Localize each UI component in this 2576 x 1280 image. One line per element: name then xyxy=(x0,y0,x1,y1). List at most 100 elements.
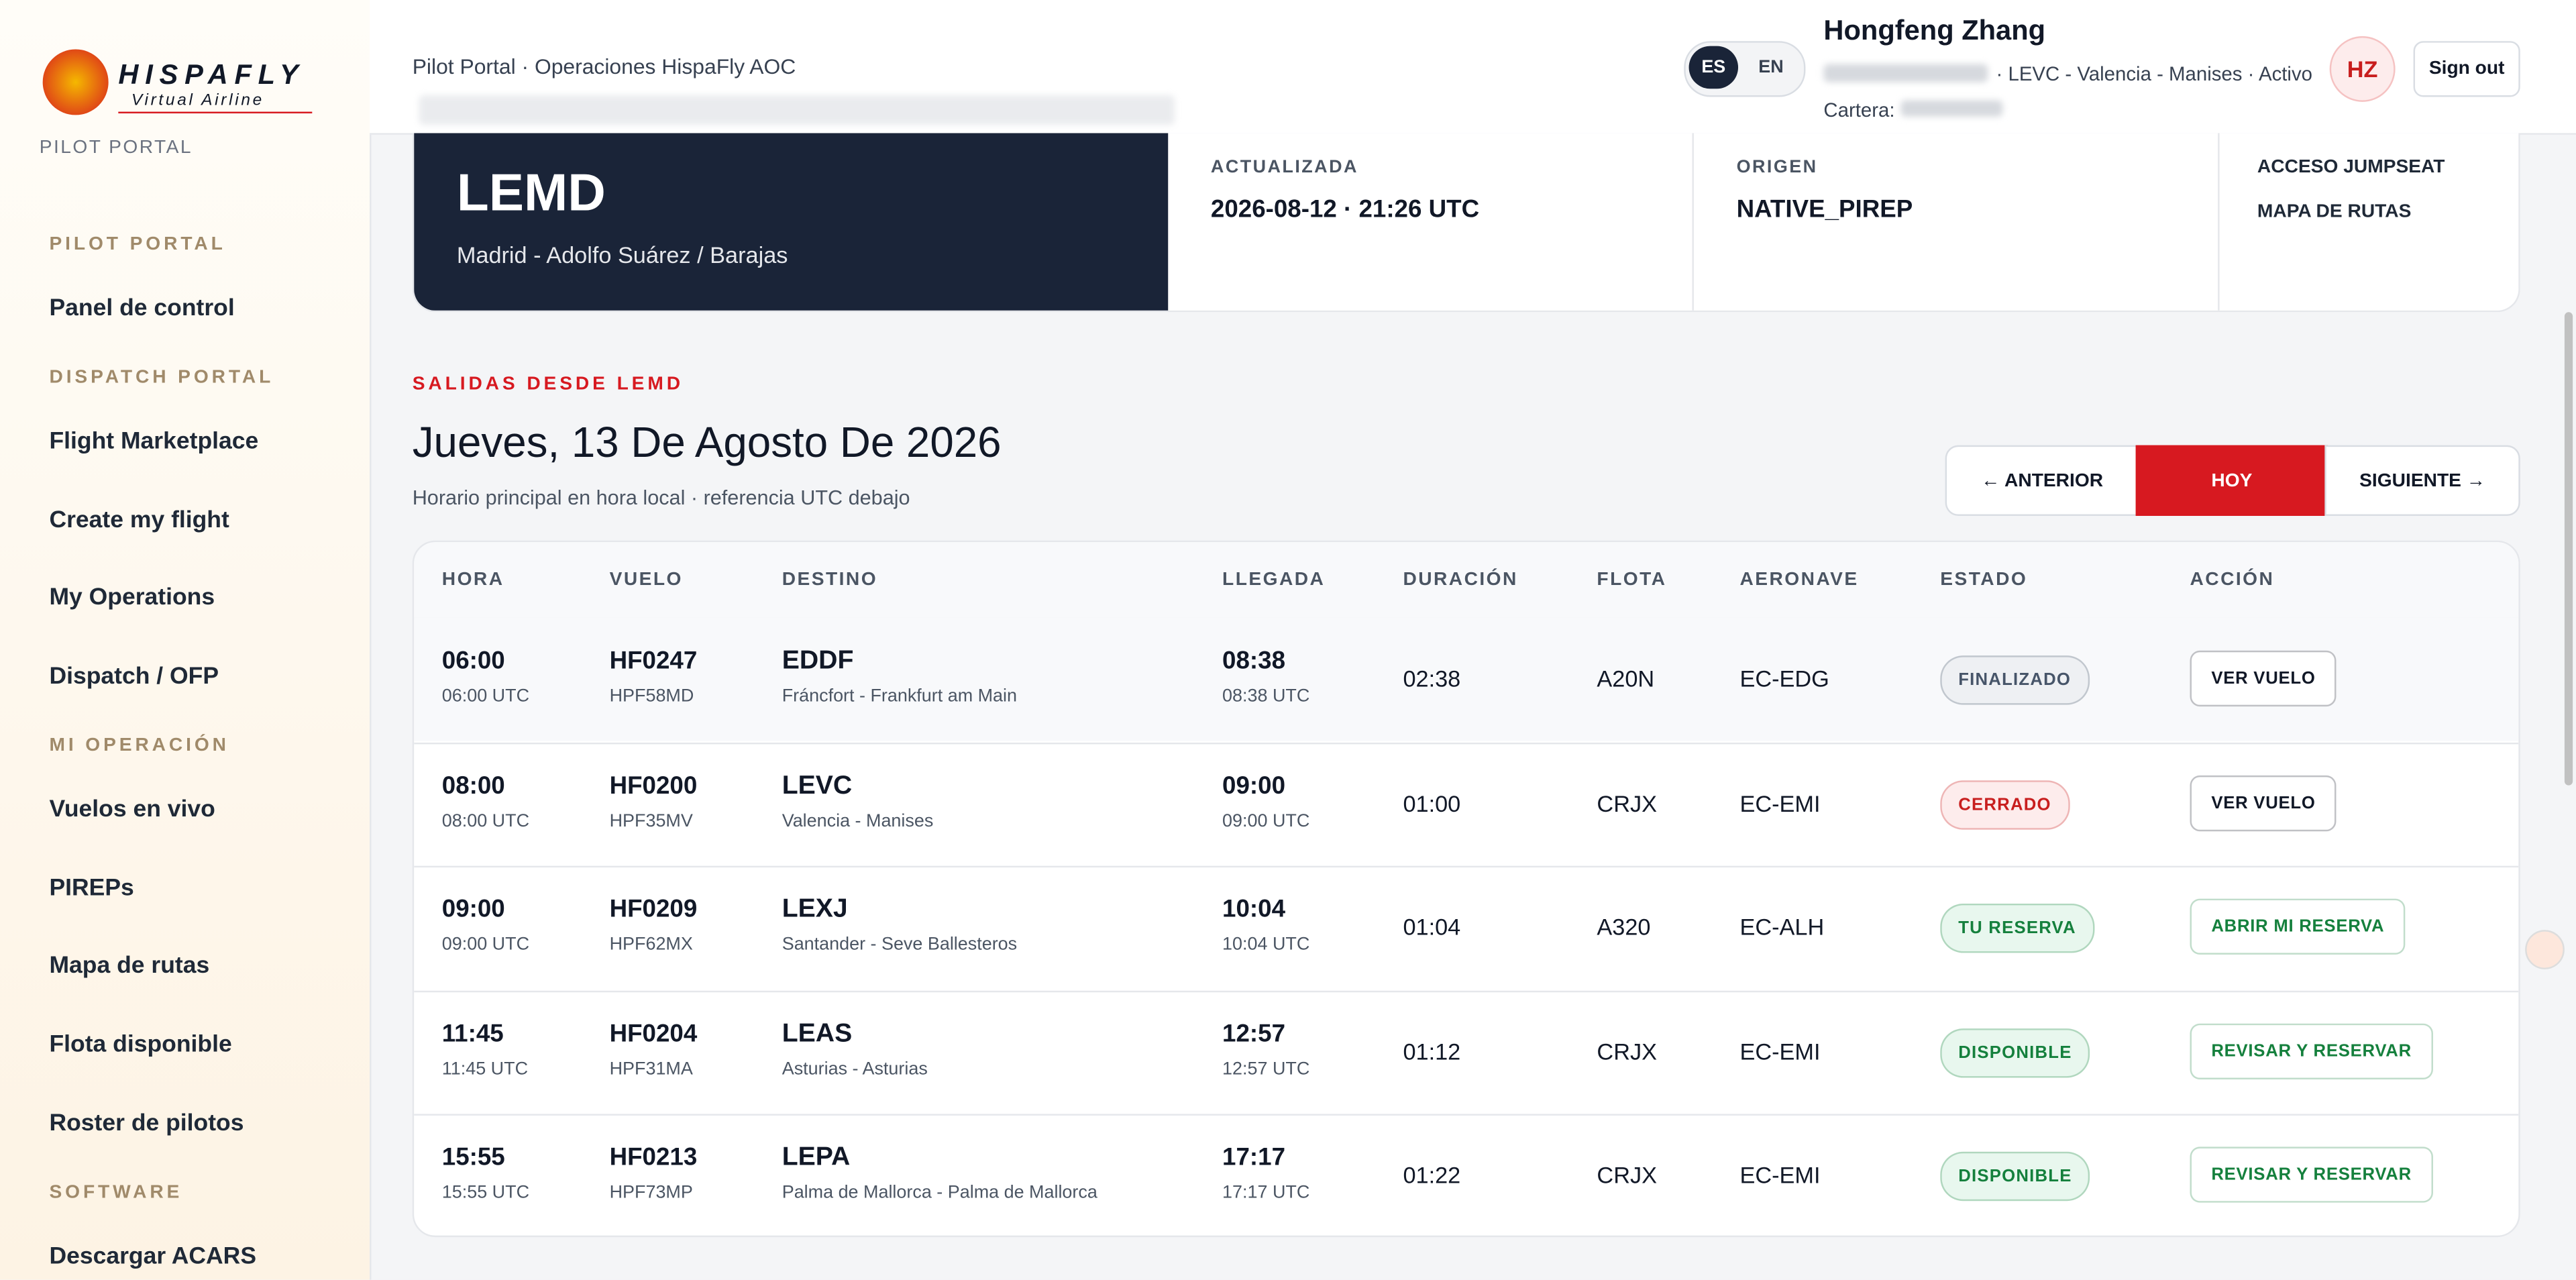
status-badge: CERRADO xyxy=(1940,780,2070,829)
destination-name: Asturias - Asturias xyxy=(782,1059,928,1079)
section-title: Jueves, 13 De Agosto De 2026 xyxy=(412,417,1002,467)
duration: 01:04 xyxy=(1403,913,1461,940)
stat-value: 2026-08-12 · 21:26 UTC xyxy=(1210,195,1480,224)
logo xyxy=(42,49,109,115)
column-header: AERONAVE xyxy=(1739,570,1859,590)
flights-table: HORA VUELO DESTINO LLEGADA DURACIÓN FLOTA AERO… xyxy=(412,540,2520,1238)
departure-utc: 15:55 UTC xyxy=(441,1183,530,1203)
nav-item[interactable]: Flota disponible xyxy=(49,1031,232,1059)
status-badge: DISPONIBLE xyxy=(1940,1027,2090,1077)
departure-utc: 09:00 UTC xyxy=(441,935,530,955)
nav-item[interactable]: Create my flight xyxy=(49,507,229,534)
avatar[interactable]: HZ xyxy=(2329,36,2396,102)
row-divider xyxy=(414,1114,2519,1116)
departure-time: 15:55 xyxy=(441,1143,505,1172)
column-header: ACCIÓN xyxy=(2190,570,2275,590)
arrival-utc: 09:00 UTC xyxy=(1222,810,1310,831)
airport-code: LEMD xyxy=(456,162,606,222)
aircraft: EC-EMI xyxy=(1739,1037,1821,1064)
airport-name: Madrid - Adolfo Suárez / Barajas xyxy=(456,242,788,268)
lang-es[interactable]: ES xyxy=(1688,46,1739,89)
aircraft: EC-EMI xyxy=(1739,789,1821,816)
destination-code: LEPA xyxy=(782,1143,851,1172)
flight-number: HF0200 xyxy=(609,771,698,800)
nav-item[interactable]: Vuelos en vivo xyxy=(49,796,215,823)
airport-card: LEMD Madrid - Adolfo Suárez / Barajas AC… xyxy=(412,133,2520,313)
row-divider xyxy=(414,865,2519,868)
action-button[interactable]: REVISAR Y RESERVAR xyxy=(2190,1146,2433,1203)
callsign: HPF73MP xyxy=(609,1183,693,1203)
stat-value: NATIVE_PIREP xyxy=(1736,195,1913,224)
status-badge: TU RESERVA xyxy=(1940,903,2094,953)
destination-name: Fráncfort - Frankfurt am Main xyxy=(782,686,1018,707)
nav-section: PILOT PORTAL xyxy=(49,235,226,255)
destination-name: Valencia - Manises xyxy=(782,810,934,831)
lang-en[interactable]: EN xyxy=(1758,57,1784,78)
callsign: HPF31MA xyxy=(609,1059,693,1079)
arrival-time: 09:00 xyxy=(1222,771,1286,800)
action-button[interactable]: VER VUELO xyxy=(2190,650,2337,707)
sign-out[interactable]: Sign out xyxy=(2413,41,2520,97)
nav-section: SOFTWARE xyxy=(49,1183,183,1203)
destination-name: Palma de Mallorca - Palma de Mallorca xyxy=(782,1183,1097,1203)
arrival-time: 08:38 xyxy=(1222,647,1286,676)
callsign: HPF35MV xyxy=(609,810,693,831)
column-header: ESTADO xyxy=(1940,570,2028,590)
kicker: SALIDAS DESDE LEMD xyxy=(412,374,684,394)
status-badge: DISPONIBLE xyxy=(1940,1151,2090,1202)
breadcrumb: Pilot Portal · Operaciones HispaFly AOC xyxy=(412,54,796,79)
column-header: VUELO xyxy=(609,570,683,590)
brand-name: HISPAFLY xyxy=(118,59,305,91)
nav-item[interactable]: Panel de control xyxy=(49,295,235,323)
wallet: Cartera: xyxy=(1823,98,1895,122)
arrival-utc: 08:38 UTC xyxy=(1222,686,1310,707)
user-info: · LEVC - Valencia - Manises · Activo xyxy=(1996,62,2313,86)
arrival-utc: 17:17 UTC xyxy=(1222,1183,1310,1203)
departure-time: 08:00 xyxy=(441,771,505,800)
row-bg xyxy=(414,617,2519,741)
nav-item[interactable]: PIREPs xyxy=(49,875,134,902)
action-button[interactable]: ABRIR MI RESERVA xyxy=(2190,898,2406,955)
column-header: HORA xyxy=(441,570,504,590)
nav-item[interactable]: Roster de pilotos xyxy=(49,1110,244,1137)
column-header: LLEGADA xyxy=(1222,570,1326,590)
nav-section: DISPATCH PORTAL xyxy=(49,368,274,388)
arrival-utc: 12:57 UTC xyxy=(1222,1059,1310,1079)
fleet: A20N xyxy=(1597,665,1655,692)
nav-section: MI OPERACIÓN xyxy=(49,736,229,756)
nav-item[interactable]: My Operations xyxy=(49,584,215,612)
arrival-time: 10:04 xyxy=(1222,895,1286,924)
fleet: CRJX xyxy=(1597,789,1657,816)
column-header: DESTINO xyxy=(782,570,878,590)
departure-time: 06:00 xyxy=(441,647,505,676)
flight-number: HF0209 xyxy=(609,895,698,924)
aircraft: EC-EDG xyxy=(1739,665,1829,692)
link[interactable]: MAPA DE RUTAS xyxy=(2257,202,2412,222)
departure-time: 11:45 xyxy=(441,1019,504,1048)
nav-item[interactable]: Descargar ACARS xyxy=(49,1243,257,1271)
today-button[interactable]: HOY xyxy=(2135,445,2328,516)
duration: 01:12 xyxy=(1403,1037,1461,1064)
duration: 01:00 xyxy=(1403,789,1461,816)
duration: 02:38 xyxy=(1403,665,1461,692)
link[interactable]: ACCESO JUMPSEAT xyxy=(2257,158,2445,178)
action-button[interactable]: REVISAR Y RESERVAR xyxy=(2190,1022,2433,1079)
action-button[interactable]: VER VUELO xyxy=(2190,774,2337,831)
row-divider xyxy=(414,741,2519,744)
callsign: HPF58MD xyxy=(609,686,694,707)
user-name: Hongfeng Zhang xyxy=(1823,15,2046,46)
prev-button[interactable]: ← ANTERIOR xyxy=(1945,445,2139,516)
column-header: FLOTA xyxy=(1597,570,1667,590)
nav-item[interactable]: Flight Marketplace xyxy=(49,429,259,456)
stat-label: ACTUALIZADA xyxy=(1210,158,1358,178)
column-header: DURACIÓN xyxy=(1403,570,1518,590)
row-divider xyxy=(414,990,2519,992)
next-button[interactable]: SIGUIENTE → xyxy=(2324,445,2520,516)
nav-item[interactable]: Mapa de rutas xyxy=(49,953,210,979)
nav-item[interactable]: Dispatch / OFP xyxy=(49,663,219,690)
destination-name: Santander - Seve Ballesteros xyxy=(782,935,1018,955)
destination-code: LEXJ xyxy=(782,895,848,924)
arrival-utc: 10:04 UTC xyxy=(1222,935,1310,955)
aircraft: EC-EMI xyxy=(1739,1161,1821,1188)
